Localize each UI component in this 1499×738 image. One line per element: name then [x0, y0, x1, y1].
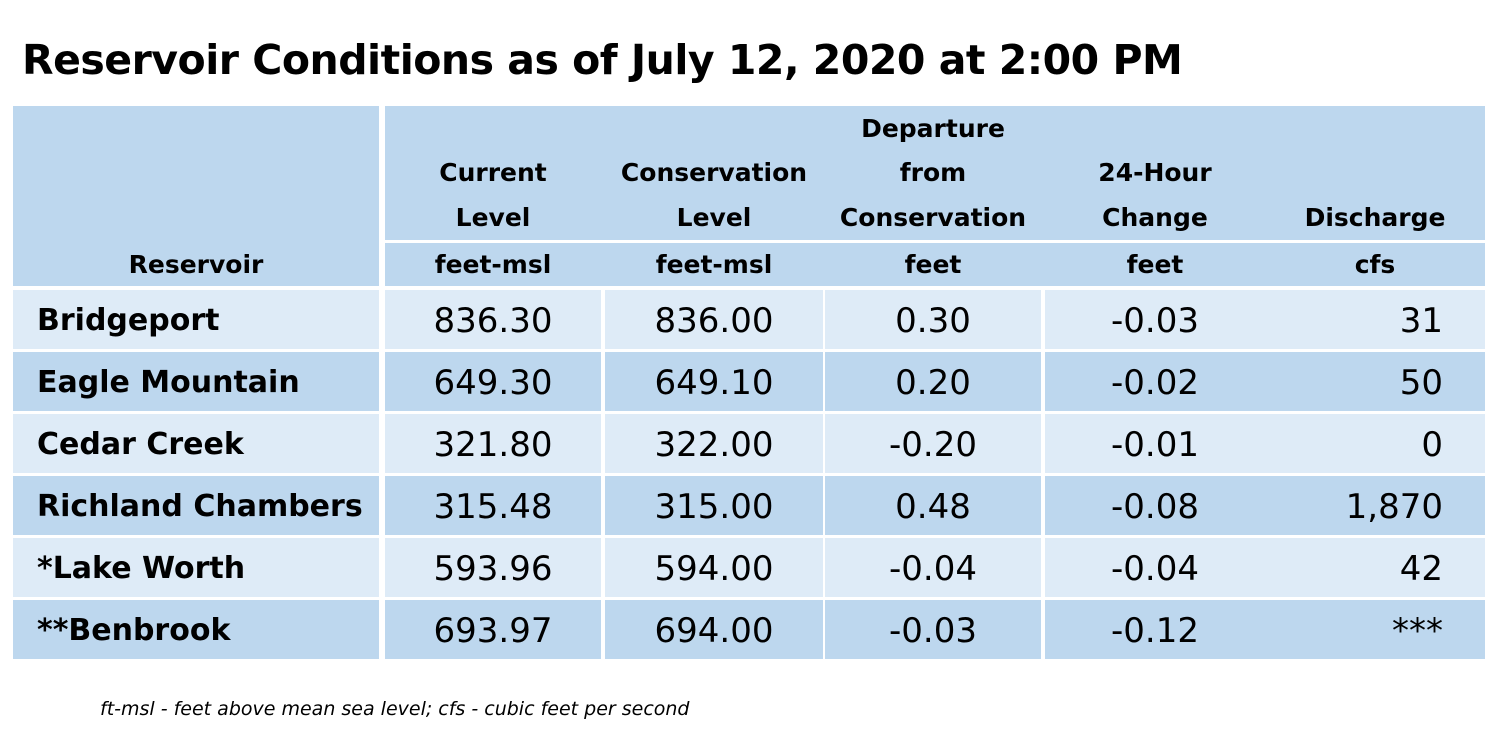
reservoir-table: Reservoir Current Level feet-msl Conserv… — [13, 106, 1485, 659]
header-current-line2: Level — [455, 203, 531, 232]
footnote: ft-msl - feet above mean sea level; cfs … — [100, 698, 690, 720]
cell-departure: -0.03 — [825, 600, 1041, 659]
cell-change: -0.04 — [1045, 538, 1265, 597]
header-current-unit: feet-msl — [434, 250, 552, 279]
cell-conservation: 594.00 — [605, 538, 823, 597]
header-departure-line3: Conservation — [839, 203, 1027, 232]
cell-current: 836.30 — [385, 290, 601, 349]
cell-conservation: 694.00 — [605, 600, 823, 659]
cell-discharge: *** — [1265, 600, 1485, 659]
cell-reservoir-name: Cedar Creek — [13, 414, 379, 473]
table-header: Reservoir Current Level feet-msl Conserv… — [13, 106, 1485, 286]
cell-conservation: 315.00 — [605, 476, 823, 535]
cell-current: 693.97 — [385, 600, 601, 659]
cell-reservoir-name: *Lake Worth — [13, 538, 379, 597]
table-row: Cedar Creek 321.80 322.00 -0.20 -0.01 0 — [13, 414, 1485, 473]
table-row: Bridgeport 836.30 836.00 0.30 -0.03 31 — [13, 290, 1485, 349]
cell-departure: -0.20 — [825, 414, 1041, 473]
cell-reservoir-name: Richland Chambers — [13, 476, 379, 535]
cell-discharge: 42 — [1265, 538, 1485, 597]
cell-current: 649.30 — [385, 352, 601, 411]
header-current-line1: Current — [439, 158, 547, 187]
header-bg-reservoir — [13, 106, 379, 286]
table-row: **Benbrook 693.97 694.00 -0.03 -0.12 *** — [13, 600, 1485, 659]
cell-departure: 0.30 — [825, 290, 1041, 349]
header-departure-unit: feet — [904, 250, 962, 279]
cell-change: -0.12 — [1045, 600, 1265, 659]
table-row: Richland Chambers 315.48 315.00 0.48 -0.08 1,… — [13, 476, 1485, 535]
header-change-unit: feet — [1126, 250, 1184, 279]
cell-departure: -0.04 — [825, 538, 1041, 597]
cell-current: 593.96 — [385, 538, 601, 597]
header-reservoir: Reservoir — [128, 250, 264, 279]
cell-conservation: 836.00 — [605, 290, 823, 349]
header-discharge-line1: Discharge — [1304, 203, 1446, 232]
cell-reservoir-name: Eagle Mountain — [13, 352, 379, 411]
cell-conservation: 322.00 — [605, 414, 823, 473]
cell-reservoir-name: Bridgeport — [13, 290, 379, 349]
header-departure-line1: Departure — [861, 114, 1005, 143]
header-bg-units — [385, 243, 1485, 286]
header-conservation-line2: Level — [676, 203, 752, 232]
cell-change: -0.02 — [1045, 352, 1265, 411]
cell-change: -0.08 — [1045, 476, 1265, 535]
table-row: Eagle Mountain 649.30 649.10 0.20 -0.02 50 — [13, 352, 1485, 411]
page-title: Reservoir Conditions as of July 12, 2020… — [22, 36, 1183, 84]
cell-current: 321.80 — [385, 414, 601, 473]
cell-discharge: 1,870 — [1265, 476, 1485, 535]
cell-discharge: 31 — [1265, 290, 1485, 349]
cell-departure: 0.48 — [825, 476, 1041, 535]
cell-departure: 0.20 — [825, 352, 1041, 411]
header-change-line2: Change — [1102, 203, 1208, 232]
table-row: *Lake Worth 593.96 594.00 -0.04 -0.04 42 — [13, 538, 1485, 597]
cell-discharge: 0 — [1265, 414, 1485, 473]
cell-conservation: 649.10 — [605, 352, 823, 411]
cell-current: 315.48 — [385, 476, 601, 535]
header-discharge-unit: cfs — [1354, 250, 1396, 279]
cell-discharge: 50 — [1265, 352, 1485, 411]
header-bg-labels — [385, 106, 1485, 240]
cell-change: -0.03 — [1045, 290, 1265, 349]
cell-reservoir-name: **Benbrook — [13, 600, 379, 659]
header-change-line1: 24-Hour — [1098, 158, 1212, 187]
header-departure-line2: from — [899, 158, 967, 187]
header-conservation-line1: Conservation — [620, 158, 808, 187]
cell-change: -0.01 — [1045, 414, 1265, 473]
header-conservation-unit: feet-msl — [655, 250, 773, 279]
